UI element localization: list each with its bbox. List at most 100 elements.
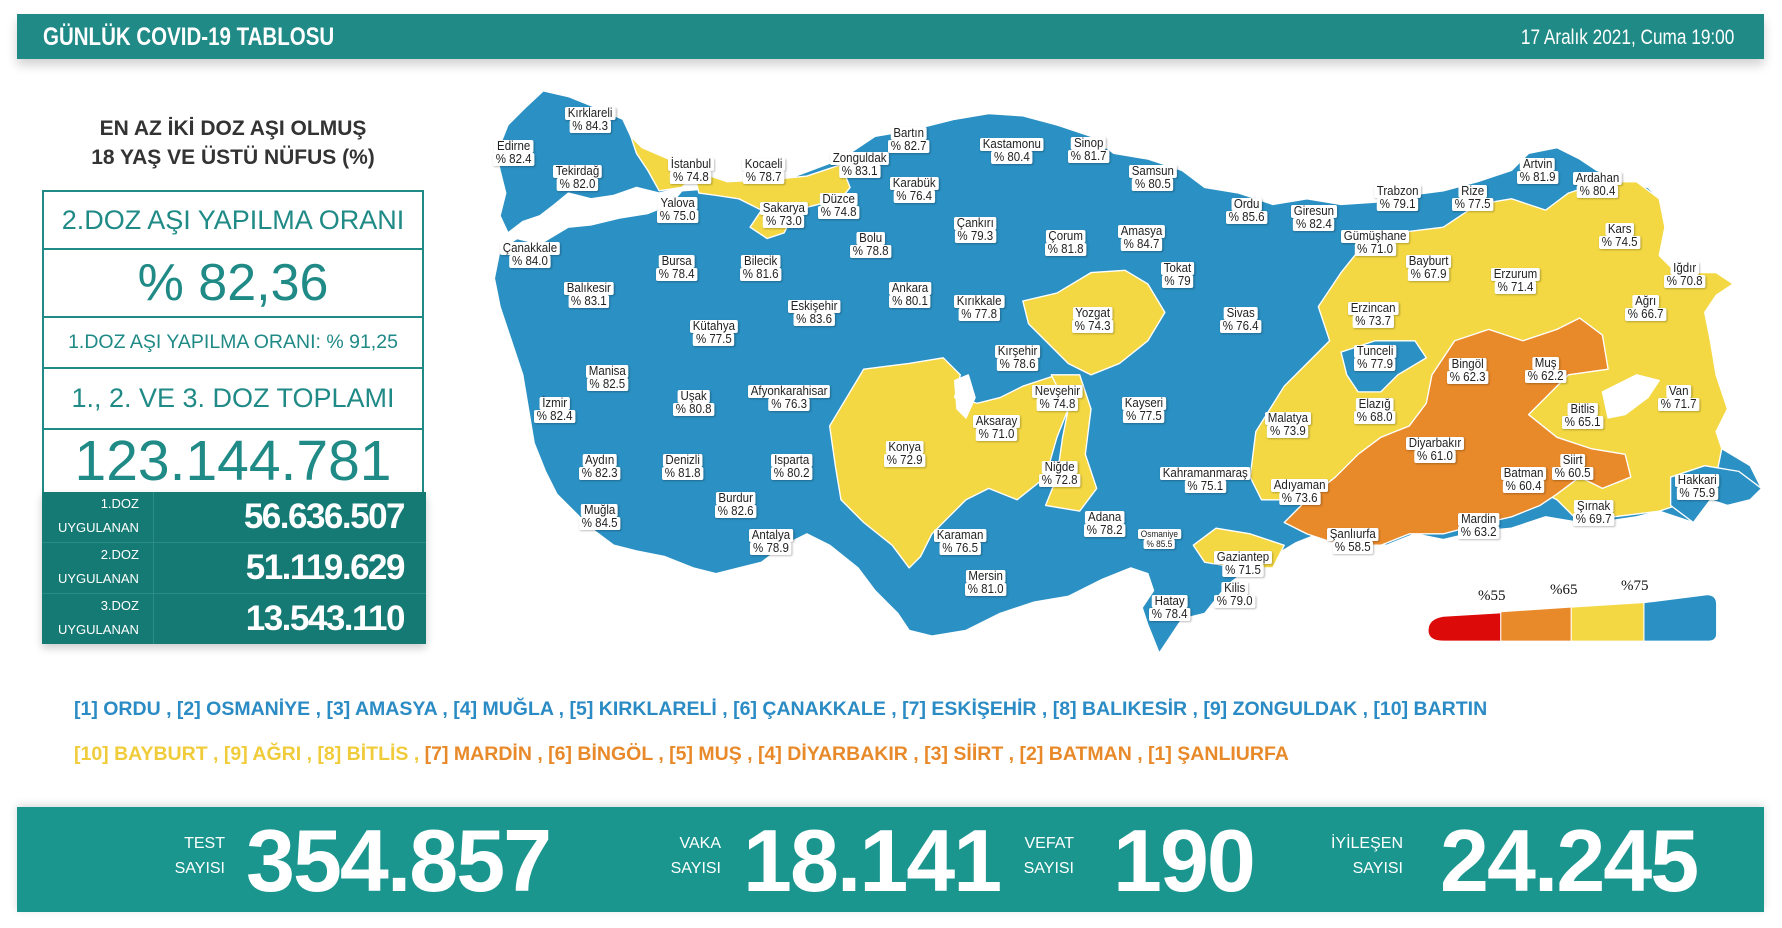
province-rate: % 85.6	[1226, 211, 1268, 224]
test-label-2: SAYISI	[174, 860, 225, 877]
test-label: TEST SAYISI	[157, 831, 225, 881]
province-rate: % 73.7	[1352, 315, 1394, 328]
case-label: VAKA SAYISI	[647, 831, 721, 881]
province-name: Samsun	[1129, 165, 1177, 178]
province-rate: % 66.7	[1625, 308, 1667, 321]
province-label: İstanbul% 74.8	[668, 158, 714, 184]
dose1-rate: 1.DOZ AŞI YAPILMA ORANI: % 91,25	[44, 318, 422, 369]
total-doses-label: 1., 2. VE 3. DOZ TOPLAMI	[44, 369, 422, 430]
province-rate: % 80.5	[1132, 178, 1174, 191]
province-name: Sakarya	[760, 202, 808, 215]
province-rate: % 65.1	[1562, 416, 1604, 429]
province-name: Mersin	[965, 570, 1006, 583]
province-rate: % 74.5	[1599, 236, 1641, 249]
province-label: Malatya% 73.9	[1265, 412, 1311, 438]
province-rate: % 85.5	[1143, 539, 1176, 549]
province-rate: % 83.6	[793, 313, 835, 326]
province-label: Konya% 72.9	[884, 441, 926, 467]
province-rate: % 78.4	[1149, 608, 1191, 621]
province-label: Erzurum% 71.4	[1491, 268, 1540, 294]
province-label: Van% 71.7	[1658, 385, 1700, 411]
province-name: Gaziantep	[1214, 551, 1272, 564]
province-rate: % 78.7	[742, 171, 785, 184]
province-name: Kütahya	[690, 320, 738, 333]
province-name: Osmaniye	[1138, 529, 1181, 539]
province-label: Kırşehir% 78.6	[995, 345, 1041, 371]
province-name: Sivas	[1223, 307, 1258, 320]
province-rate: % 76.4	[893, 190, 935, 203]
province-rate: % 78.4	[656, 268, 698, 281]
recovered-label-1: İYİLEŞEN	[1330, 835, 1403, 852]
province-name: Kocaeli	[742, 158, 786, 171]
province-label: Çankırı% 79.3	[954, 217, 997, 243]
death-count: 190	[1113, 811, 1256, 910]
province-label: Düzce% 74.8	[818, 193, 860, 219]
province-label: Siirt% 60.5	[1552, 454, 1594, 480]
dose-value: 13.543.110	[245, 599, 406, 638]
daily-stats-bar: TEST SAYISI 354.857 VAKA SAYISI 18.141 VEF…	[17, 807, 1764, 912]
province-rate: % 84.7	[1120, 238, 1163, 251]
province-label: Erzincan% 73.7	[1348, 302, 1399, 328]
province-name: Şanlıurfa	[1327, 528, 1379, 541]
province-rate: % 73.9	[1267, 425, 1309, 438]
province-label: Osmaniye% 85.5	[1138, 529, 1181, 549]
province-label: Burdur% 82.6	[715, 492, 757, 518]
province-rate: % 80.4	[1576, 185, 1619, 198]
province-label: Sinop% 81.7	[1068, 137, 1110, 163]
province-name: Balıkesir	[564, 282, 614, 295]
legend-red	[1428, 613, 1501, 641]
province-label: Eskişehir% 83.6	[788, 300, 841, 326]
legend-bar	[1428, 595, 1717, 641]
province-rate: % 74.8	[1036, 398, 1079, 411]
province-name: Muğla	[581, 504, 619, 517]
ranking-item: [3] SİİRT ,	[924, 743, 1020, 765]
report-date: 17 Aralık 2021, Cuma 19:00	[1520, 26, 1734, 49]
province-rate: % 71.7	[1658, 398, 1700, 411]
province-name: Kırklareli	[565, 107, 616, 120]
lake-van	[1601, 374, 1660, 419]
ranking-item: [9] ZONGULDAK ,	[1203, 698, 1374, 720]
province-rate: % 80.1	[889, 295, 931, 308]
province-rate: % 83.1	[838, 165, 881, 178]
province-label: Kütahya% 77.5	[690, 320, 738, 346]
province-rate: % 82.4	[534, 410, 576, 423]
province-rate: % 80.4	[991, 151, 1033, 164]
province-name: Çankırı	[954, 217, 997, 230]
province-rate: % 82.0	[556, 178, 599, 191]
province-name: İstanbul	[668, 158, 714, 171]
province-label: Sivas% 76.4	[1220, 307, 1262, 333]
province-name: Muş	[1532, 357, 1560, 370]
province-rate: % 71.0	[975, 428, 1018, 441]
lake-tuz	[953, 374, 976, 419]
death-label-1: VEFAT	[1024, 835, 1075, 852]
province-label: Yozgat% 74.3	[1072, 307, 1114, 333]
top-ranking-line: [1] ORDU , [2] OSMANİYE , [3] AMASYA , […	[74, 698, 1487, 721]
province-name: Aydın	[582, 454, 618, 467]
province-label: Bilecik% 81.6	[740, 255, 782, 281]
province-rate: % 75.1	[1184, 480, 1226, 493]
province-rate: % 78.2	[1084, 524, 1126, 537]
province-name: Amasya	[1118, 225, 1166, 238]
province-rate: % 78.9	[750, 542, 792, 555]
death-label: VEFAT SAYISI	[1007, 831, 1074, 881]
province-name: Tekirdağ	[553, 165, 602, 178]
ranking-item: [9] AĞRI ,	[223, 743, 318, 765]
province-label: Kayseri% 77.5	[1122, 397, 1166, 423]
province-label: Iğdır% 70.8	[1664, 262, 1706, 288]
ranking-item: [1] ŞANLIURFA	[1148, 743, 1289, 765]
province-name: Tunceli	[1354, 345, 1397, 358]
dose-label-sub: UYGULANAN	[58, 622, 139, 637]
province-label: Elazığ% 68.0	[1354, 398, 1396, 424]
province-rate: % 76.5	[939, 542, 981, 555]
legend-orange	[1501, 607, 1571, 641]
province-name: Karabük	[890, 177, 939, 190]
province-label: Bayburt% 67.9	[1406, 255, 1452, 281]
province-label: Kilis% 79.0	[1214, 582, 1256, 608]
province-rate: % 67.9	[1407, 268, 1450, 281]
province-name: Erzurum	[1491, 268, 1540, 281]
province-name: Bayburt	[1406, 255, 1452, 268]
province-rate: % 77.8	[958, 308, 1000, 321]
vaccine-title-line1: EN AZ İKİ DOZ AŞI OLMUŞ	[99, 117, 367, 140]
province-name: Ordu	[1231, 198, 1263, 211]
province-rate: % 79.3	[954, 230, 996, 243]
